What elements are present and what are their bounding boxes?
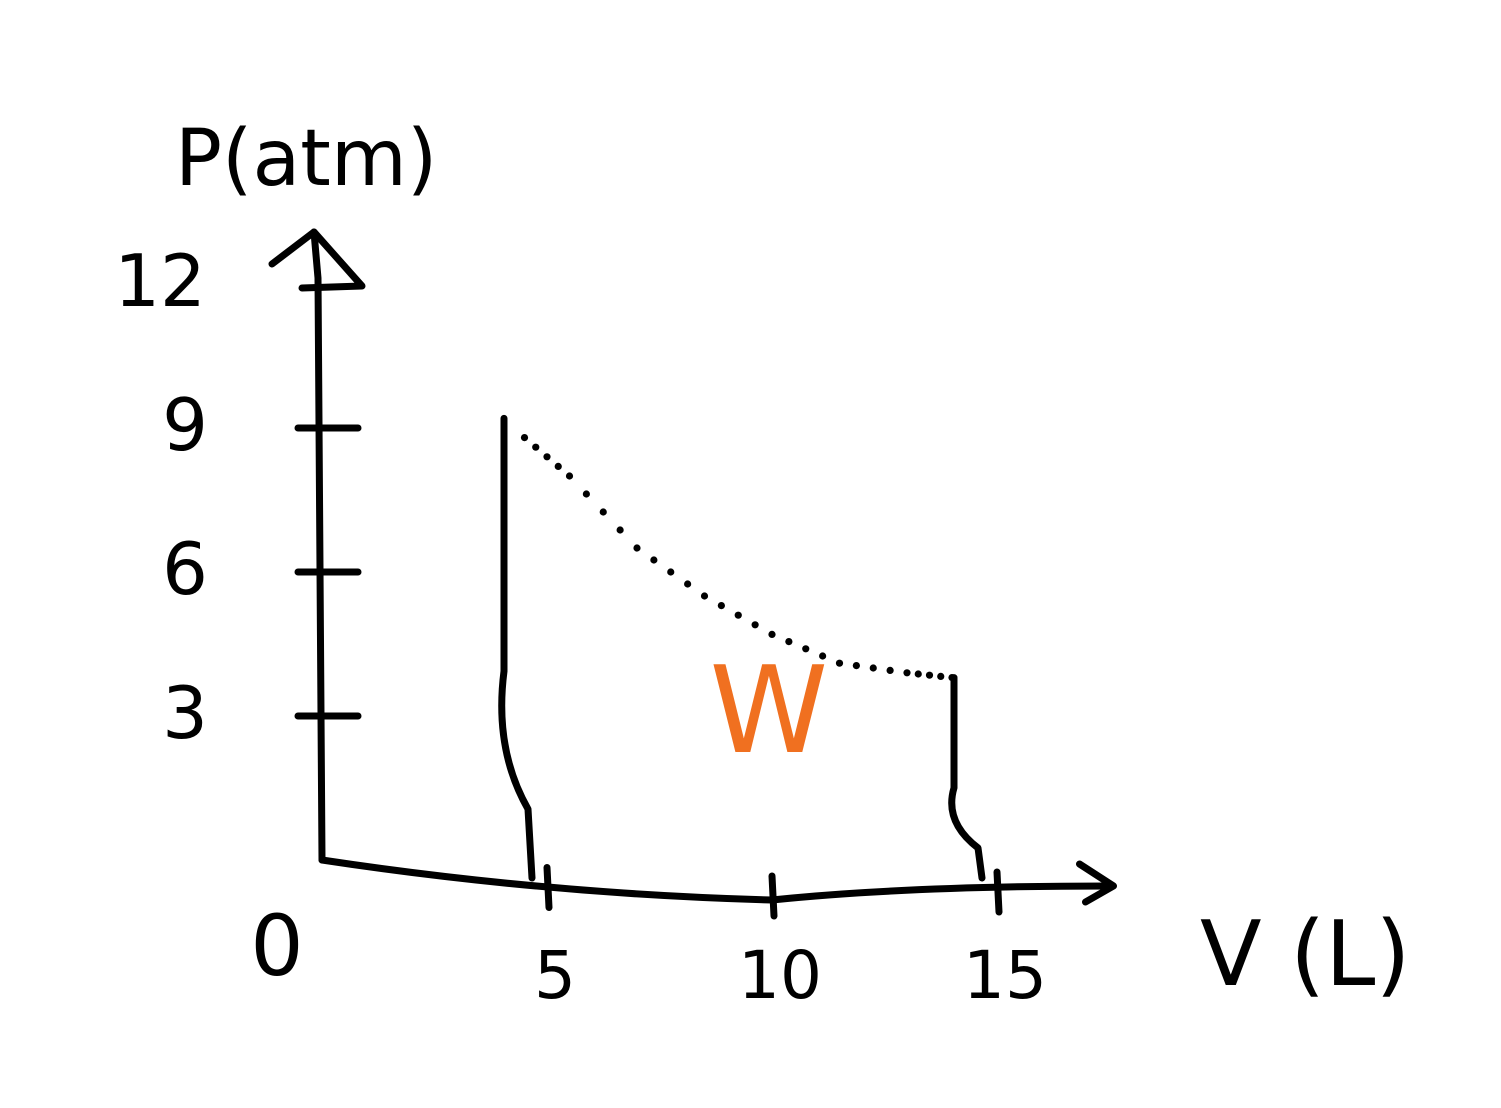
curve-dot (599, 508, 607, 516)
y-tick-label: 6 (162, 527, 208, 611)
x-tick-mark (768, 872, 778, 920)
curve-dot (717, 602, 725, 610)
y-tick-label: 3 (162, 671, 208, 755)
curve-dot (684, 580, 692, 588)
curve-dot (734, 611, 742, 619)
curve-dot (565, 472, 574, 480)
curve-dot (886, 666, 894, 675)
left-boundary-line (498, 414, 536, 882)
curve-dot (543, 453, 551, 461)
y-axis-arrowhead (268, 228, 366, 292)
curve-dot (633, 544, 641, 552)
labels: P(atm) V (L) W (175, 114, 1411, 1007)
x-tick-mark (543, 864, 553, 911)
curve-dot (700, 592, 709, 600)
y-axis-label: P(atm) (175, 114, 437, 204)
x-tick-label: 5 (534, 937, 576, 1014)
curve-dot (650, 556, 658, 564)
x-axis-label: V (L) (1200, 902, 1411, 1007)
axes (268, 228, 1117, 906)
y-axis-line (310, 228, 326, 864)
curve-dot (802, 645, 810, 653)
ticks: 0 5 10 15 3 6 9 12 (114, 239, 1047, 1014)
x-axis-line (318, 856, 1113, 904)
curve-dot (869, 664, 877, 672)
curve-dot (520, 434, 529, 442)
curve-dot (852, 662, 860, 670)
curve-dot (914, 670, 922, 678)
curve-dot (903, 669, 911, 677)
curve-dot (819, 652, 827, 660)
x-axis-arrowhead (1076, 860, 1117, 906)
area-label-w: W (710, 642, 829, 781)
curve-dot (768, 630, 776, 639)
curve-dot (751, 621, 759, 629)
curve-dot (785, 638, 793, 646)
curve-dot (582, 490, 590, 498)
curve-dot (554, 462, 562, 470)
curve-dot (667, 568, 675, 576)
curve-dot (616, 526, 624, 534)
dotted-curve (520, 434, 956, 682)
right-boundary-line (948, 674, 986, 882)
x-tick-label: 0 (250, 897, 303, 995)
curve-dot (948, 674, 956, 682)
y-tick-label: 9 (162, 383, 208, 467)
curve-dot (835, 659, 844, 667)
y-tick-label: 12 (114, 239, 206, 323)
x-tick-label: 15 (963, 937, 1047, 1014)
curve-dot (925, 671, 934, 679)
curve-dot (532, 443, 540, 451)
boundary-lines (498, 414, 986, 882)
x-tick-mark (993, 868, 1003, 916)
x-tick-label: 10 (738, 937, 822, 1014)
curve-dot (937, 672, 945, 681)
